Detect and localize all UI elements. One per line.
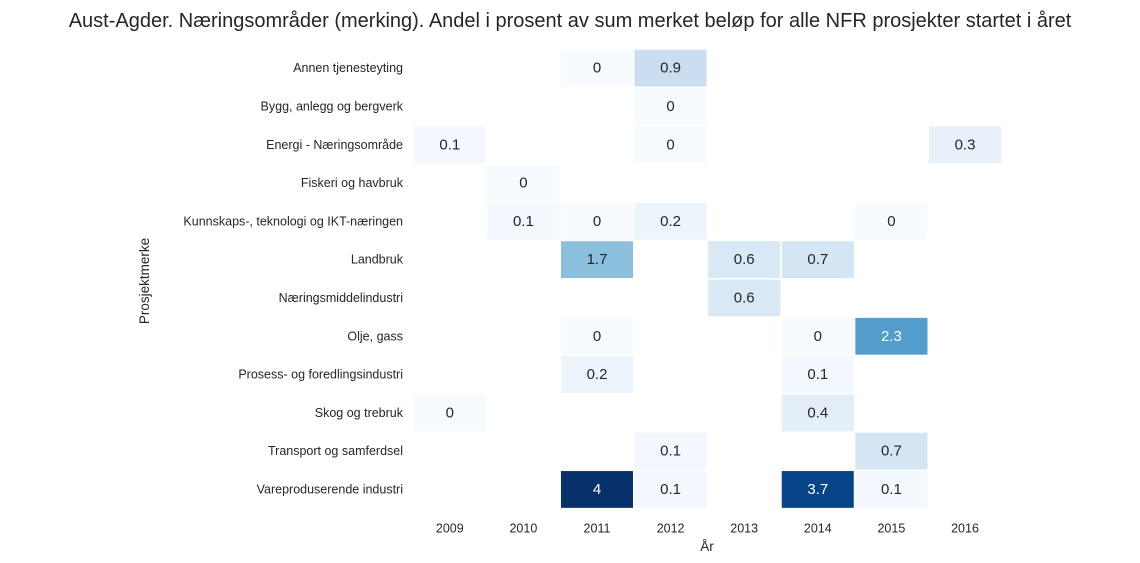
heatmap-cell-skog-og-trebruk-2009 [412, 392, 488, 433]
heatmap-cell-annen-tjenesteyting-2011 [559, 48, 635, 89]
y-axis-label: Prosjektmerke [137, 238, 152, 324]
heatmap-cell-olje-gass-2014 [780, 316, 856, 357]
y-tick-vareproduserende-industri: Vareproduserende industri [257, 482, 403, 496]
cell-label-prosess-og-foredlingsindustri-2011: 0.2 [587, 366, 608, 383]
y-tick-transport-og-samferdsel: Transport og samferdsel [268, 444, 403, 458]
x-axis-label: År [700, 539, 714, 554]
cell-label-annen-tjenesteyting-2012: 0.9 [660, 60, 681, 77]
cell-label-kunnskaps-teknologi-og-ikt-n-ringen-2015: 0 [887, 213, 895, 230]
y-tick-skog-og-trebruk: Skog og trebruk [315, 406, 404, 420]
cell-label-landbruk-2013: 0.6 [734, 251, 755, 268]
y-tick-energi-n-ringsomra-de: Energi - Næringsområde [266, 138, 403, 152]
heatmap-cell-kunnskaps-teknologi-og-ikt-n-ringen-2012 [633, 201, 709, 242]
heatmap-cell-landbruk-2014 [780, 239, 856, 280]
x-tick-labels: 2009 2010 2011 2012 2013 2014 2015 2016 [436, 522, 979, 536]
heatmap-cell-olje-gass-2015 [853, 316, 929, 357]
y-tick-kunnskaps-teknologi-og-ikt-n-ringen: Kunnskaps-, teknologi og IKT-næringen [183, 214, 403, 228]
y-tick-labels: Annen tjenesteyting Bygg, anlegg og bergv… [183, 61, 403, 496]
heatmap-cell-prosess-og-foredlingsindustri-2014 [780, 354, 856, 395]
y-tick-fiskeri-og-havbruk: Fiskeri og havbruk [301, 176, 404, 190]
cell-label-vareproduserende-industri-2011: 4 [593, 481, 601, 498]
heatmap-cell-energi-n-ringsomra-de-2012 [633, 124, 709, 165]
heatmap-cell-vareproduserende-industri-2014 [780, 469, 856, 510]
cell-label-energi-n-ringsomra-de-2009: 0.1 [439, 136, 460, 153]
y-tick-bygg-anlegg-og-bergverk: Bygg, anlegg og bergverk [261, 99, 404, 113]
cell-label-transport-og-samferdsel-2015: 0.7 [881, 443, 902, 460]
x-tick-2013: 2013 [730, 522, 758, 536]
heatmap-cell-transport-og-samferdsel-2012 [633, 431, 709, 472]
heatmap-cell-transport-og-samferdsel-2015 [853, 431, 929, 472]
cell-label-transport-og-samferdsel-2012: 0.1 [660, 443, 681, 460]
x-tick-2010: 2010 [509, 522, 537, 536]
cell-label-annen-tjenesteyting-2011: 0 [593, 60, 601, 77]
heatmap-cell-skog-og-trebruk-2014 [780, 392, 856, 433]
x-tick-2009: 2009 [436, 522, 464, 536]
heatmap-cell-olje-gass-2011 [559, 316, 635, 357]
cell-label-skog-og-trebruk-2014: 0.4 [807, 404, 828, 421]
cell-label-olje-gass-2014: 0 [814, 328, 822, 345]
y-tick-landbruk: Landbruk [351, 253, 404, 267]
cell-label-kunnskaps-teknologi-og-ikt-n-ringen-2011: 0 [593, 213, 601, 230]
heatmap-cell-vareproduserende-industri-2015 [853, 469, 929, 510]
heatmap-cells: 0 0.9 0 0.1 0 0.3 0 0.1 0 0.2 0 1.7 0.6 0.7 0.6 0 0 2.3 0.… [412, 48, 1003, 510]
cell-label-energi-n-ringsomra-de-2012: 0 [666, 136, 674, 153]
cell-label-kunnskaps-teknologi-og-ikt-n-ringen-2010: 0.1 [513, 213, 534, 230]
heatmap-cell-energi-n-ringsomra-de-2016 [927, 124, 1003, 165]
heatmap-cell-landbruk-2011 [559, 239, 635, 280]
cell-label-landbruk-2011: 1.7 [587, 251, 608, 268]
heatmap-cell-prosess-og-foredlingsindustri-2011 [559, 354, 635, 395]
chart-title: Aust-Agder. Næringsområder (merking). An… [69, 10, 1072, 32]
cell-label-skog-og-trebruk-2009: 0 [446, 404, 454, 421]
cell-label-vareproduserende-industri-2012: 0.1 [660, 481, 681, 498]
heatmap-cell-n-ringsmiddelindustri-2013 [706, 278, 782, 318]
cell-label-energi-n-ringsomra-de-2016: 0.3 [955, 136, 976, 153]
heatmap-cell-kunnskaps-teknologi-og-ikt-n-ringen-2015 [853, 201, 929, 242]
cell-label-kunnskaps-teknologi-og-ikt-n-ringen-2012: 0.2 [660, 213, 681, 230]
cell-label-vareproduserende-industri-2014: 3.7 [807, 481, 828, 498]
cell-label-bygg-anlegg-og-bergverk-2012: 0 [666, 98, 674, 115]
y-tick-prosess-og-foredlingsindustri: Prosess- og foredlingsindustri [238, 368, 403, 382]
cell-label-prosess-og-foredlingsindustri-2014: 0.1 [807, 366, 828, 383]
heatmap-cell-energi-n-ringsomra-de-2009 [412, 124, 488, 165]
heatmap-cell-vareproduserende-industri-2011 [559, 469, 635, 510]
cell-label-olje-gass-2015: 2.3 [881, 328, 902, 345]
heatmap-cell-kunnskaps-teknologi-og-ikt-n-ringen-2010 [485, 201, 561, 242]
x-tick-2015: 2015 [877, 522, 905, 536]
x-tick-2011: 2011 [584, 522, 611, 536]
y-tick-n-ringsmiddelindustri: Næringsmiddelindustri [279, 291, 403, 305]
y-tick-olje-gass: Olje, gass [347, 329, 403, 343]
x-tick-2012: 2012 [657, 522, 685, 536]
heatmap-cell-vareproduserende-industri-2012 [633, 469, 709, 510]
x-tick-2014: 2014 [804, 522, 832, 536]
x-tick-2016: 2016 [951, 522, 979, 536]
cell-label-n-ringsmiddelindustri-2013: 0.6 [734, 289, 755, 306]
cell-label-fiskeri-og-havbruk-2010: 0 [519, 175, 527, 192]
cell-label-landbruk-2014: 0.7 [807, 251, 828, 268]
heatmap-cell-annen-tjenesteyting-2012 [633, 48, 709, 89]
y-tick-annen-tjenesteyting: Annen tjenesteyting [293, 61, 403, 75]
cell-label-olje-gass-2011: 0 [593, 328, 601, 345]
cell-label-vareproduserende-industri-2015: 0.1 [881, 481, 902, 498]
